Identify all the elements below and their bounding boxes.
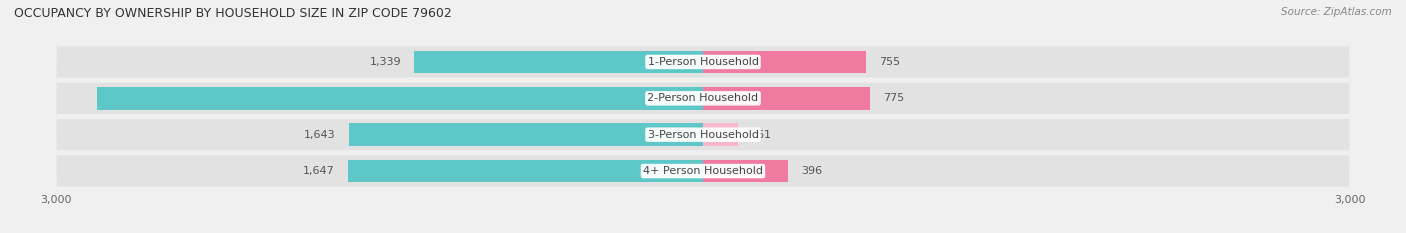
Text: 1,339: 1,339 <box>370 57 401 67</box>
Text: 161: 161 <box>751 130 772 140</box>
FancyBboxPatch shape <box>56 93 1350 233</box>
Text: 396: 396 <box>801 166 823 176</box>
Text: 775: 775 <box>883 93 904 103</box>
Bar <box>347 160 703 182</box>
Text: 2-Person Household: 2-Person Household <box>647 93 759 103</box>
Text: 4+ Person Household: 4+ Person Household <box>643 166 763 176</box>
Text: 1,643: 1,643 <box>304 130 336 140</box>
Bar <box>703 51 866 73</box>
Bar <box>415 51 703 73</box>
Text: 755: 755 <box>879 57 900 67</box>
Text: 2,813: 2,813 <box>651 93 686 103</box>
FancyBboxPatch shape <box>56 20 1350 177</box>
FancyBboxPatch shape <box>56 56 1350 213</box>
Text: OCCUPANCY BY OWNERSHIP BY HOUSEHOLD SIZE IN ZIP CODE 79602: OCCUPANCY BY OWNERSHIP BY HOUSEHOLD SIZE… <box>14 7 451 20</box>
Text: Source: ZipAtlas.com: Source: ZipAtlas.com <box>1281 7 1392 17</box>
FancyBboxPatch shape <box>56 0 1350 140</box>
Bar <box>349 123 703 146</box>
Bar <box>97 87 703 110</box>
Text: 1-Person Household: 1-Person Household <box>648 57 758 67</box>
Bar <box>703 123 738 146</box>
Text: 3-Person Household: 3-Person Household <box>648 130 758 140</box>
Bar <box>703 160 789 182</box>
Bar <box>703 87 870 110</box>
Text: 1,647: 1,647 <box>304 166 335 176</box>
